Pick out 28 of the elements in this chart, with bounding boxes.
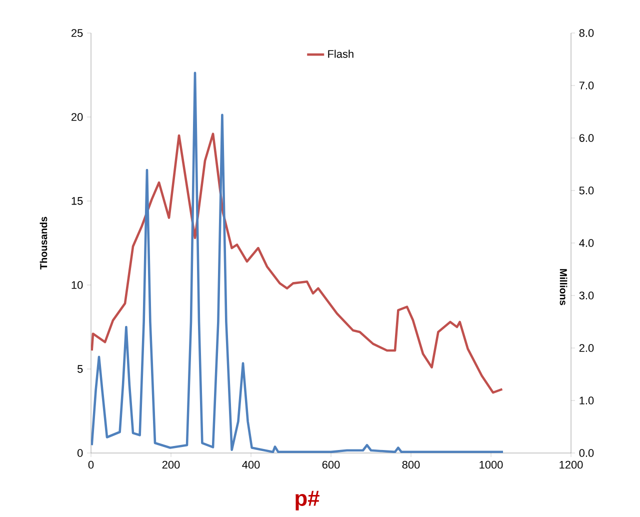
y2-tick-label: 0.0 xyxy=(579,449,594,457)
y2-axis-title: Millions xyxy=(560,269,568,306)
y-axis-title: Thousands xyxy=(40,216,48,270)
y2-tick-label: 6.0 xyxy=(579,134,594,142)
y-tick-label: 5 xyxy=(77,365,83,373)
y2-tick-label: 3.0 xyxy=(579,292,594,300)
y-tick-label: 20 xyxy=(72,113,83,121)
x-axis-title: p# xyxy=(296,490,320,510)
y2-tick-label: 7.0 xyxy=(579,82,594,90)
y2-tick-label: 8.0 xyxy=(579,29,594,37)
line-series xyxy=(91,72,504,453)
y2-tick-label: 2.0 xyxy=(579,344,594,352)
x-tick-label: 600 xyxy=(322,460,340,469)
y2-tick-label: 1.0 xyxy=(580,396,594,404)
y-tick-label: 25 xyxy=(72,29,83,37)
x-tick-label: 400 xyxy=(242,460,260,469)
x-tick-label: 800 xyxy=(402,460,420,469)
y-tick-label: 10 xyxy=(72,281,83,289)
y2-tick-label: 4.0 xyxy=(579,239,594,247)
x-tick-label: 1200 xyxy=(560,460,583,469)
x-tick-label: 200 xyxy=(162,460,180,469)
legend-label: Flash xyxy=(328,50,354,58)
x-tick-label: 1000 xyxy=(480,460,503,469)
y2-tick-label: 5.0 xyxy=(579,186,594,194)
x-tick-label: 0 xyxy=(88,460,94,469)
y-tick-label: 15 xyxy=(72,197,83,205)
line-series xyxy=(91,132,504,394)
y-tick-label: 0 xyxy=(77,449,83,457)
